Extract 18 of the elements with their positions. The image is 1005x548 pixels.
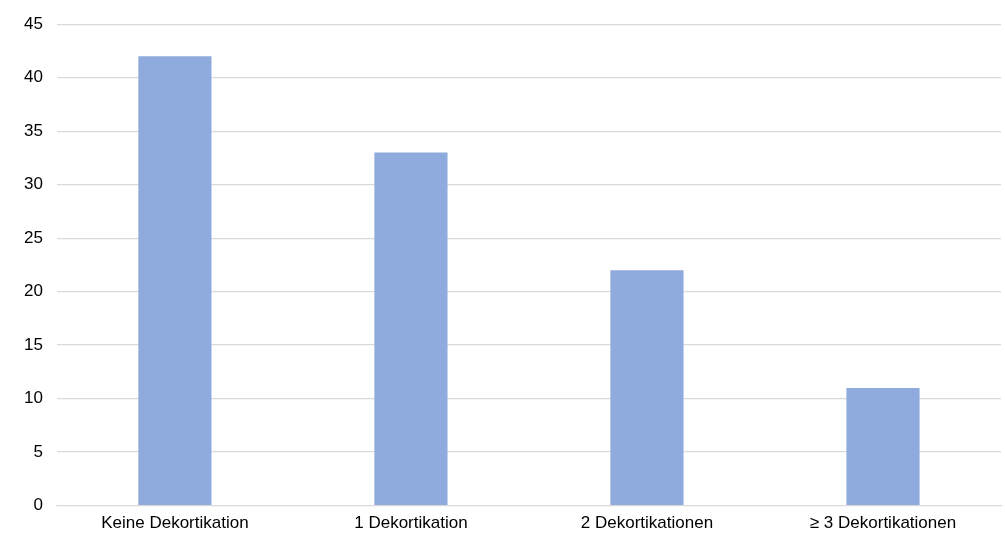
y-tick-label: 25 [23,227,43,247]
y-tick-label: 35 [23,120,43,140]
x-tick-label: ≥ 3 Dekortikationen [809,513,957,533]
x-tick-label: 1 Dekortikation [354,513,468,533]
bar [846,387,920,505]
y-tick-label: 40 [23,67,43,87]
y-tick-label: 15 [23,334,43,354]
x-tick-label: 2 Dekortikationen [580,513,714,533]
y-tick-label: 0 [33,495,43,515]
y-tick-label: 30 [23,174,43,194]
y-tick-label: 10 [23,388,43,408]
bar [610,270,684,505]
x-tick-label: Keine Dekortikation [101,513,249,533]
y-tick-label: 45 [23,13,43,33]
bar [138,56,212,505]
y-tick-label: 5 [33,441,43,461]
y-tick-label: 20 [23,281,43,301]
bar [374,152,448,505]
